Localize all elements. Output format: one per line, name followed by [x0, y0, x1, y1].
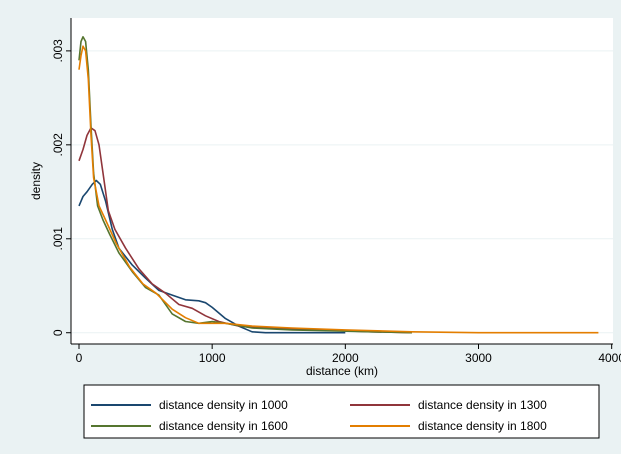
legend-label-3: distance density in 1600: [159, 419, 288, 433]
x-tick-label: 4000: [598, 351, 621, 365]
x-tick-label: 2000: [332, 351, 359, 365]
series-line-4: [78, 45, 599, 334]
y-tick-label: .002: [51, 133, 65, 157]
y-axis-label: density: [29, 162, 43, 200]
legend-label-1: distance density in 1000: [159, 398, 288, 412]
y-axis-ticks: 0 .001 .002 .003: [51, 39, 71, 336]
y-tick-label: .001: [51, 227, 65, 251]
x-tick-label: 0: [76, 351, 83, 365]
legend: distance density in 1000 distance density…: [91, 398, 547, 433]
legend-box: [83, 384, 600, 439]
plot-region: [71, 18, 613, 344]
y-tick-label: .003: [51, 39, 65, 63]
x-tick-label: 3000: [465, 351, 492, 365]
y-tick-label: 0: [51, 329, 65, 336]
x-axis-label: distance (km): [306, 364, 378, 378]
x-tick-label: 1000: [199, 351, 226, 365]
legend-label-4: distance density in 1800: [418, 419, 547, 433]
x-axis-ticks: 0 1000 2000 3000 4000: [76, 344, 621, 365]
legend-label-2: distance density in 1300: [418, 398, 547, 412]
series-line-2: [78, 127, 412, 334]
series-lines: [78, 36, 599, 334]
